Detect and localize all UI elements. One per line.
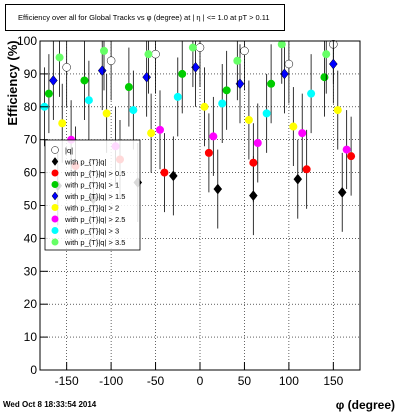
- data-point: [253, 138, 262, 147]
- y-tick-label: 30: [24, 264, 38, 278]
- legend-label: with p_{T}|q| > 3.5: [64, 238, 125, 247]
- legend-marker: [51, 191, 59, 201]
- data-point: [320, 73, 329, 82]
- y-tick-label: 60: [24, 166, 38, 180]
- data-point: [188, 43, 197, 52]
- legend-marker: [51, 169, 59, 177]
- data-point: [147, 129, 156, 138]
- data-point: [289, 122, 298, 131]
- timestamp: Wed Oct 8 18:33:54 2014: [3, 400, 97, 409]
- legend: |q| with p_{T}|q|with p_{T}|q| > 0.5 with …: [44, 139, 141, 251]
- y-tick-label: 50: [24, 199, 38, 213]
- data-point: [267, 79, 276, 88]
- data-point: [240, 46, 249, 56]
- x-tick-label: -50: [147, 374, 165, 388]
- legend-label: with p_{T}|q| > 0.5: [64, 169, 125, 178]
- data-point: [160, 168, 169, 177]
- legend-box: [44, 139, 141, 251]
- data-point: [200, 102, 209, 111]
- chart-title: Efficiency over all for Global Tracks vs…: [5, 4, 285, 31]
- y-axis-title: Efficiency (%): [5, 40, 20, 126]
- data-point: [55, 53, 64, 62]
- y-tick-label: 70: [24, 133, 38, 147]
- axis-layer: 0 10 20 30 40 50 60 70 80 90 100 -150 -100 -50 0 50 100 1…: [17, 34, 344, 388]
- data-point: [329, 58, 338, 70]
- legend-label: with p_{T}|q| > 1: [64, 181, 119, 190]
- data-point: [298, 129, 307, 138]
- legend-marker: [51, 181, 59, 188]
- legend-label: with p_{T}|q| > 2: [64, 204, 119, 213]
- legend-label: with p_{T}|q| > 1.5: [64, 192, 125, 201]
- data-point: [347, 152, 356, 161]
- data-point: [97, 65, 107, 77]
- legend-marker: [51, 204, 59, 211]
- data-point: [178, 69, 187, 78]
- x-tick-label: -150: [55, 374, 79, 388]
- data-point: [302, 165, 311, 174]
- legend-label: |q|: [65, 146, 73, 155]
- data-point: [244, 115, 253, 124]
- data-point: [173, 92, 182, 101]
- data-point: [84, 96, 93, 105]
- data-point: [156, 125, 164, 134]
- y-tick-label: 10: [24, 330, 38, 344]
- data-point: [144, 50, 153, 59]
- data-point: [337, 186, 347, 198]
- data-point: [124, 83, 133, 92]
- legend-label: with p_{T}|q| > 2.5: [64, 215, 125, 224]
- data-point: [80, 76, 89, 85]
- data-point: [218, 99, 227, 108]
- y-tick-label: 20: [24, 297, 38, 311]
- legend-marker: [51, 238, 59, 246]
- x-tick-label: 50: [238, 374, 252, 388]
- data-point: [62, 63, 71, 72]
- data-point: [233, 56, 242, 65]
- data-point: [169, 170, 178, 182]
- data-point: [249, 158, 258, 167]
- data-point: [195, 43, 205, 52]
- data-point: [333, 106, 342, 115]
- data-point: [222, 86, 231, 95]
- data-point: [58, 119, 67, 128]
- x-tick-label: 0: [197, 374, 204, 388]
- legend-marker: [51, 215, 59, 223]
- data-point: [322, 50, 331, 59]
- data-point: [204, 148, 213, 157]
- data-point: [129, 106, 138, 115]
- data-point: [102, 109, 111, 118]
- y-tick-label: 40: [24, 231, 38, 245]
- y-tick-label: 0: [30, 363, 37, 377]
- data-point: [213, 183, 223, 195]
- x-tick-label: 100: [279, 374, 299, 388]
- data-point: [106, 56, 116, 65]
- legend-marker: [51, 227, 59, 234]
- data-point: [342, 145, 351, 154]
- data-point: [277, 40, 286, 49]
- data-point: [307, 89, 316, 98]
- legend-marker: [51, 157, 59, 166]
- data-point: [49, 75, 58, 86]
- x-tick-label: 150: [323, 374, 343, 388]
- data-point: [151, 49, 160, 59]
- data-point: [100, 46, 108, 55]
- x-axis-title: φ (degree): [335, 398, 395, 412]
- y-tick-label: 90: [24, 67, 38, 81]
- data-point: [293, 173, 303, 185]
- data-point: [262, 109, 271, 118]
- data-point: [209, 132, 218, 141]
- legend-label: with p_{T}|q| > 3: [64, 227, 119, 236]
- legend-marker: [51, 146, 59, 154]
- data-point: [284, 59, 294, 69]
- data-point: [44, 89, 53, 98]
- data-point: [142, 71, 151, 83]
- y-tick-label: 100: [17, 34, 37, 48]
- legend-label: with p_{T}|q|: [64, 158, 106, 167]
- y-tick-label: 80: [24, 100, 38, 114]
- x-tick-label: -100: [99, 374, 123, 388]
